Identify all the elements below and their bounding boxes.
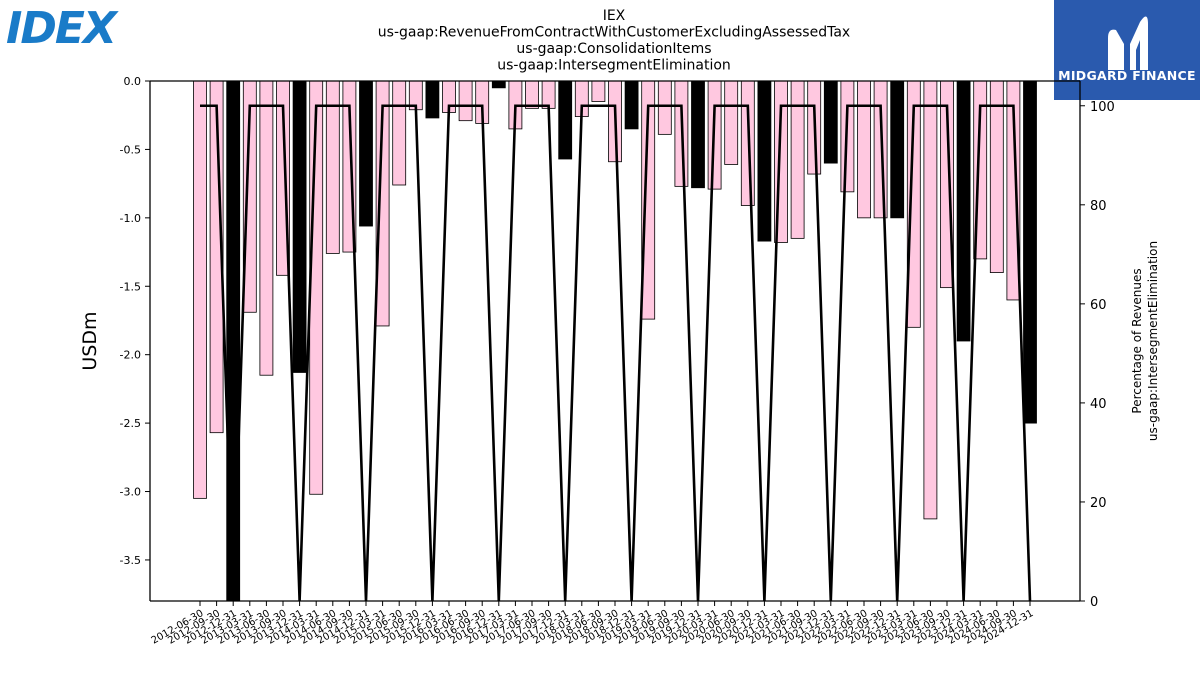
bar-annual <box>359 80 373 227</box>
bar-quarterly <box>923 80 938 520</box>
bar-annual <box>1023 80 1037 424</box>
y-tick-label: -2.5 <box>120 417 141 430</box>
bar-annual <box>956 80 971 342</box>
percentage-line <box>200 104 1032 602</box>
bars <box>193 80 1037 602</box>
bar-annual <box>292 80 307 373</box>
y-axis-label: USDm <box>79 311 101 370</box>
y-tick-label: -3.5 <box>120 554 141 567</box>
y-tick-label: -1.0 <box>120 212 141 225</box>
chart-title: IEXus-gaap:RevenueFromContractWithCustom… <box>378 8 850 74</box>
x-ticks: 2012-06-302012-09-302012-12-312013-03-31… <box>150 601 1036 647</box>
bar-quarterly <box>458 80 473 122</box>
y-tick-label: -3.0 <box>120 486 141 499</box>
brand-logo: MIDGARD FINANCE <box>1054 0 1200 100</box>
bar-annual <box>226 80 241 602</box>
chart-title-line-2: us-gaap:RevenueFromContractWithCustomerE… <box>378 25 850 41</box>
bar-annual <box>890 80 905 219</box>
percentage-line-path <box>200 104 1032 602</box>
y-axis-label-right-line-2: us-gaap:IntersegmentElimination <box>1146 241 1160 441</box>
bar-quarterly <box>873 80 888 219</box>
bar-quarterly <box>724 80 739 165</box>
brand-logo-background <box>1054 0 1200 100</box>
bar-quarterly <box>193 80 207 499</box>
company-logo-text: IDEX <box>6 3 119 54</box>
y-tick-label-right: 20 <box>1090 496 1107 511</box>
bar-annual <box>757 80 772 242</box>
bar-quarterly <box>657 80 672 135</box>
y-tick-label: -0.5 <box>120 143 141 156</box>
bar-annual <box>691 80 705 189</box>
bar-annual <box>558 80 573 160</box>
y-tick-label-right: 80 <box>1090 199 1107 214</box>
bar-quarterly <box>392 80 407 186</box>
bar-quarterly <box>525 80 539 109</box>
y-tick-label-right: 0 <box>1090 595 1098 610</box>
y-tick-label: 0.0 <box>124 75 142 88</box>
bar-annual <box>823 80 838 164</box>
bar-quarterly <box>591 80 606 102</box>
y-ticks-right: 0 20 40 60 80 100 <box>1080 100 1115 610</box>
bar-quarterly <box>989 80 1004 273</box>
bar-annual <box>491 80 506 89</box>
bar-annual <box>425 80 440 119</box>
bar-quarterly <box>541 80 556 109</box>
chart-title-line-4: us-gaap:IntersegmentElimination <box>497 58 731 74</box>
y-tick-label: -1.5 <box>120 280 141 293</box>
brand-logo-text: MIDGARD FINANCE <box>1058 68 1196 83</box>
y-tick-label-right: 40 <box>1090 397 1107 412</box>
midgard-m-icon <box>1108 16 1148 70</box>
y-axis-label-right-line-1: Percentage of Revenues <box>1130 268 1144 413</box>
y-tick-label: -2.0 <box>120 349 141 362</box>
company-logo: IDEX <box>6 3 121 54</box>
bar-annual <box>624 80 639 130</box>
y-tick-label-right: 100 <box>1090 100 1115 115</box>
bar-quarterly <box>857 80 871 219</box>
chart-title-line-1: IEX <box>603 8 626 24</box>
y-axis-label-right: Percentage of Revenues us-gaap:Intersegm… <box>1130 241 1160 441</box>
y-tick-label-right: 60 <box>1090 298 1107 313</box>
chart-title-line-3: us-gaap:ConsolidationItems <box>516 41 711 57</box>
y-ticks-left: 0.0 -0.5 -1.0 -1.5 -2.0 -2.5 -3.0 -3.5 <box>120 75 150 567</box>
bar-quarterly <box>259 80 274 376</box>
